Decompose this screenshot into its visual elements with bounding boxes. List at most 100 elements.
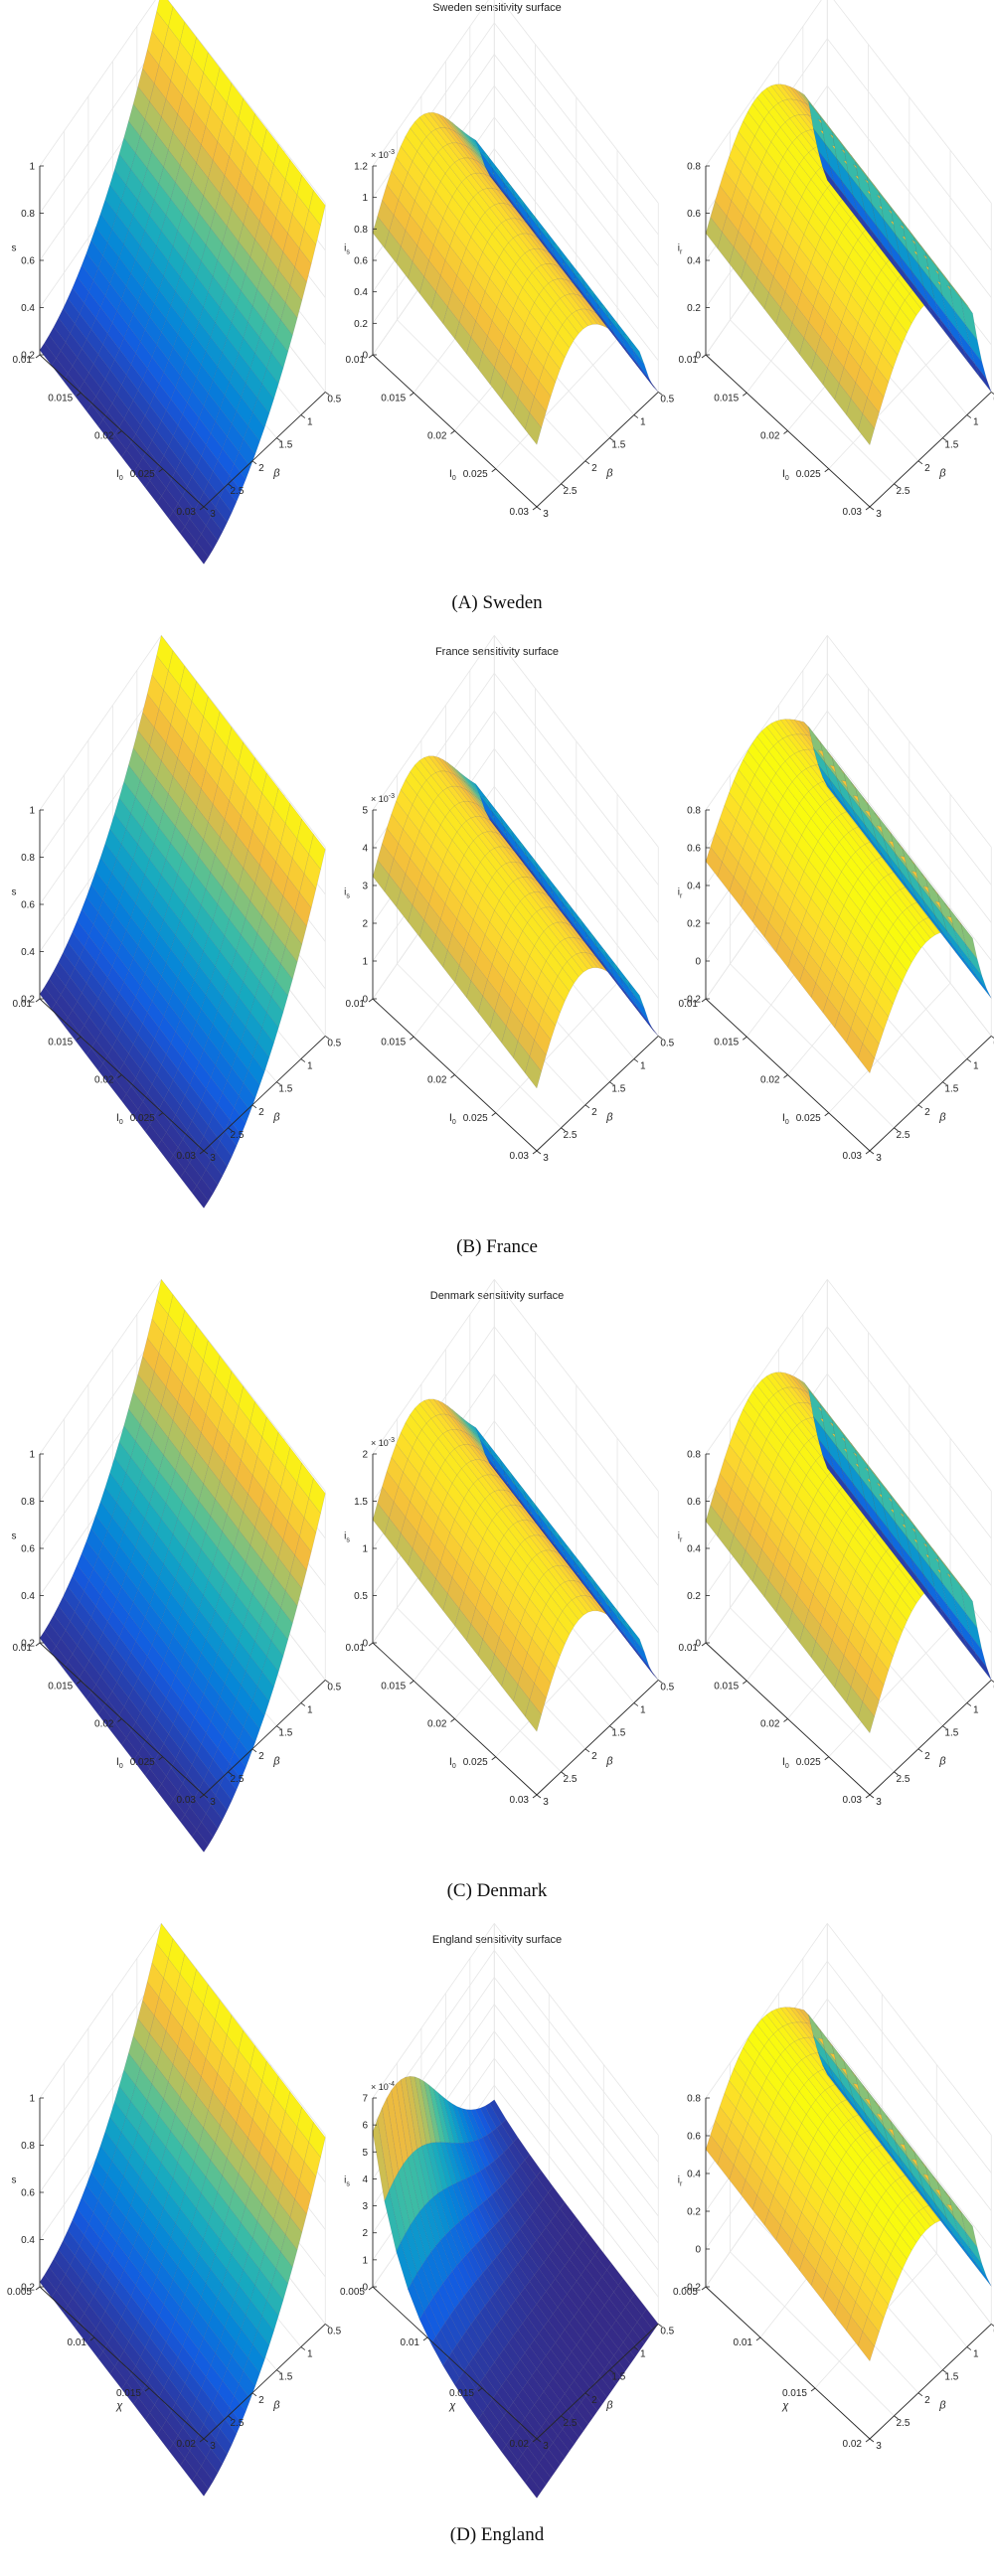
surface-mesh — [372, 2075, 659, 2498]
y-tick — [917, 1104, 923, 1109]
z-tick-label: 0.2 — [21, 351, 35, 362]
grid-line — [372, 0, 659, 204]
y-tick — [300, 1702, 306, 1706]
y-tick-label: 3 — [543, 509, 549, 520]
x-axis-label-sub: 0 — [452, 1763, 456, 1770]
y-tick-label: 1 — [307, 417, 313, 428]
x-tick — [199, 506, 205, 511]
z-tick-label: 0.8 — [354, 225, 368, 236]
x-axis-label-sub: 0 — [119, 1763, 123, 1770]
x-tick — [532, 1150, 538, 1155]
x-tick — [158, 468, 163, 473]
z-tick-label: 3 — [362, 2201, 368, 2212]
y-tick-label: 1 — [640, 2349, 646, 2360]
x-tick-label: 0.015 — [381, 1681, 406, 1691]
y-tick-label: 3 — [543, 1153, 549, 1164]
x-tick-label: 0.02 — [427, 1075, 447, 1086]
x-axis-label-sub: 0 — [785, 475, 789, 482]
axes: 0.20.40.60.81s0.010.0150.020.0250.03I00.… — [12, 806, 342, 1165]
x-tick — [117, 1074, 122, 1078]
x-tick — [701, 1642, 707, 1647]
y-tick — [203, 1794, 209, 1799]
x-tick — [77, 392, 82, 397]
x-tick — [824, 1756, 829, 1761]
z-tick-label: 5 — [362, 2148, 368, 2159]
y-tick — [869, 506, 875, 511]
x-tick — [368, 354, 374, 359]
surface-patch — [641, 1660, 659, 1681]
y-tick — [966, 1058, 972, 1062]
y-tick — [894, 1127, 899, 1132]
y-axis-label: β — [272, 1111, 280, 1123]
z-tick-label: 0.8 — [21, 1497, 35, 1508]
x-tick-label: 0.02 — [510, 2439, 530, 2450]
z-tick-label: 1.5 — [354, 1497, 368, 1508]
axes: 00.20.40.60.8ir0.010.0150.020.0250.03I00… — [678, 1450, 994, 1808]
x-tick — [783, 430, 788, 434]
z-tick-label: 0.2 — [21, 2283, 35, 2294]
x-tick — [532, 506, 538, 511]
y-tick — [561, 1127, 566, 1132]
x-axis-label-sub: 0 — [785, 1119, 789, 1126]
y-tick-label: 1 — [973, 1061, 979, 1072]
y-tick-label: 0.5 — [327, 2326, 341, 2336]
x-tick-label: 0.015 — [381, 393, 406, 403]
y-tick — [609, 437, 614, 441]
x-tick-label: 0.01 — [68, 2337, 87, 2348]
x-tick-label: 0.025 — [130, 469, 155, 480]
y-tick — [276, 437, 281, 441]
y-tick — [991, 1036, 994, 1039]
z-axis-label: is — [344, 2175, 350, 2188]
z-tick-label: 0.4 — [21, 947, 35, 958]
y-tick — [942, 437, 947, 441]
y-tick-label: 2 — [258, 2395, 264, 2406]
figure-france: France sensitivity surface 0.2 0.4 0.6 0.8 1… — [0, 634, 994, 1288]
y-tick — [276, 2369, 281, 2373]
y-tick-label: 2.5 — [897, 1774, 911, 1785]
y-tick — [609, 2369, 614, 2373]
figure-title: Denmark sensitivity surface — [429, 1290, 565, 1302]
z-tick-label: 4 — [362, 844, 368, 855]
y-tick — [966, 414, 972, 418]
figure-title: England sensitivity surface — [431, 1934, 563, 1946]
z-tick-label: 1 — [29, 1450, 35, 1461]
z-tick-label: 0.2 — [687, 303, 701, 314]
z-multiplier-exp: -3 — [389, 793, 395, 800]
surface-plot-s: 0.20.40.60.81s0.0050.010.0150.02χ0.511.5… — [7, 1922, 342, 2496]
z-axis-label-sub: s — [346, 893, 350, 900]
z-axis-label-sub: s — [346, 1537, 350, 1544]
surface-patch — [641, 372, 659, 393]
y-tick — [251, 2392, 257, 2397]
x-tick-label: 0.03 — [843, 1151, 863, 1162]
x-axis-label: I0 — [782, 1756, 789, 1770]
y-tick-label: 1 — [640, 1061, 646, 1072]
x-tick — [144, 2387, 150, 2392]
y-tick-label: 2.5 — [231, 1130, 245, 1141]
grid-line — [372, 1278, 659, 1492]
surface-mesh — [705, 83, 992, 446]
grid-line — [828, 338, 951, 470]
surface-patch — [632, 349, 650, 379]
x-tick-label: 0.02 — [427, 1719, 447, 1730]
x-tick — [199, 2438, 205, 2443]
z-axis-label: s — [12, 243, 17, 254]
y-tick-label: 1 — [640, 1705, 646, 1716]
y-axis-label: β — [272, 467, 280, 479]
x-tick-label: 0.02 — [94, 431, 114, 442]
y-axis-line — [536, 2324, 659, 2440]
y-tick-label: 3 — [543, 2441, 549, 2452]
x-tick-label: 0.01 — [13, 999, 33, 1010]
y-tick-label: 2 — [591, 1751, 597, 1762]
x-tick-label: 0.025 — [796, 469, 821, 480]
y-tick — [325, 1036, 330, 1040]
x-tick — [532, 1794, 538, 1799]
z-axis-label: s — [12, 2175, 17, 2186]
grid-line — [495, 1626, 618, 1758]
z-tick-label: 1 — [29, 2094, 35, 2105]
x-tick-label: 0.02 — [760, 1075, 780, 1086]
z-axis-label: s — [12, 887, 17, 898]
z-axis-label-sub: s — [346, 2181, 350, 2188]
grid-line — [39, 0, 326, 204]
z-tick-label: 0.4 — [21, 2235, 35, 2246]
